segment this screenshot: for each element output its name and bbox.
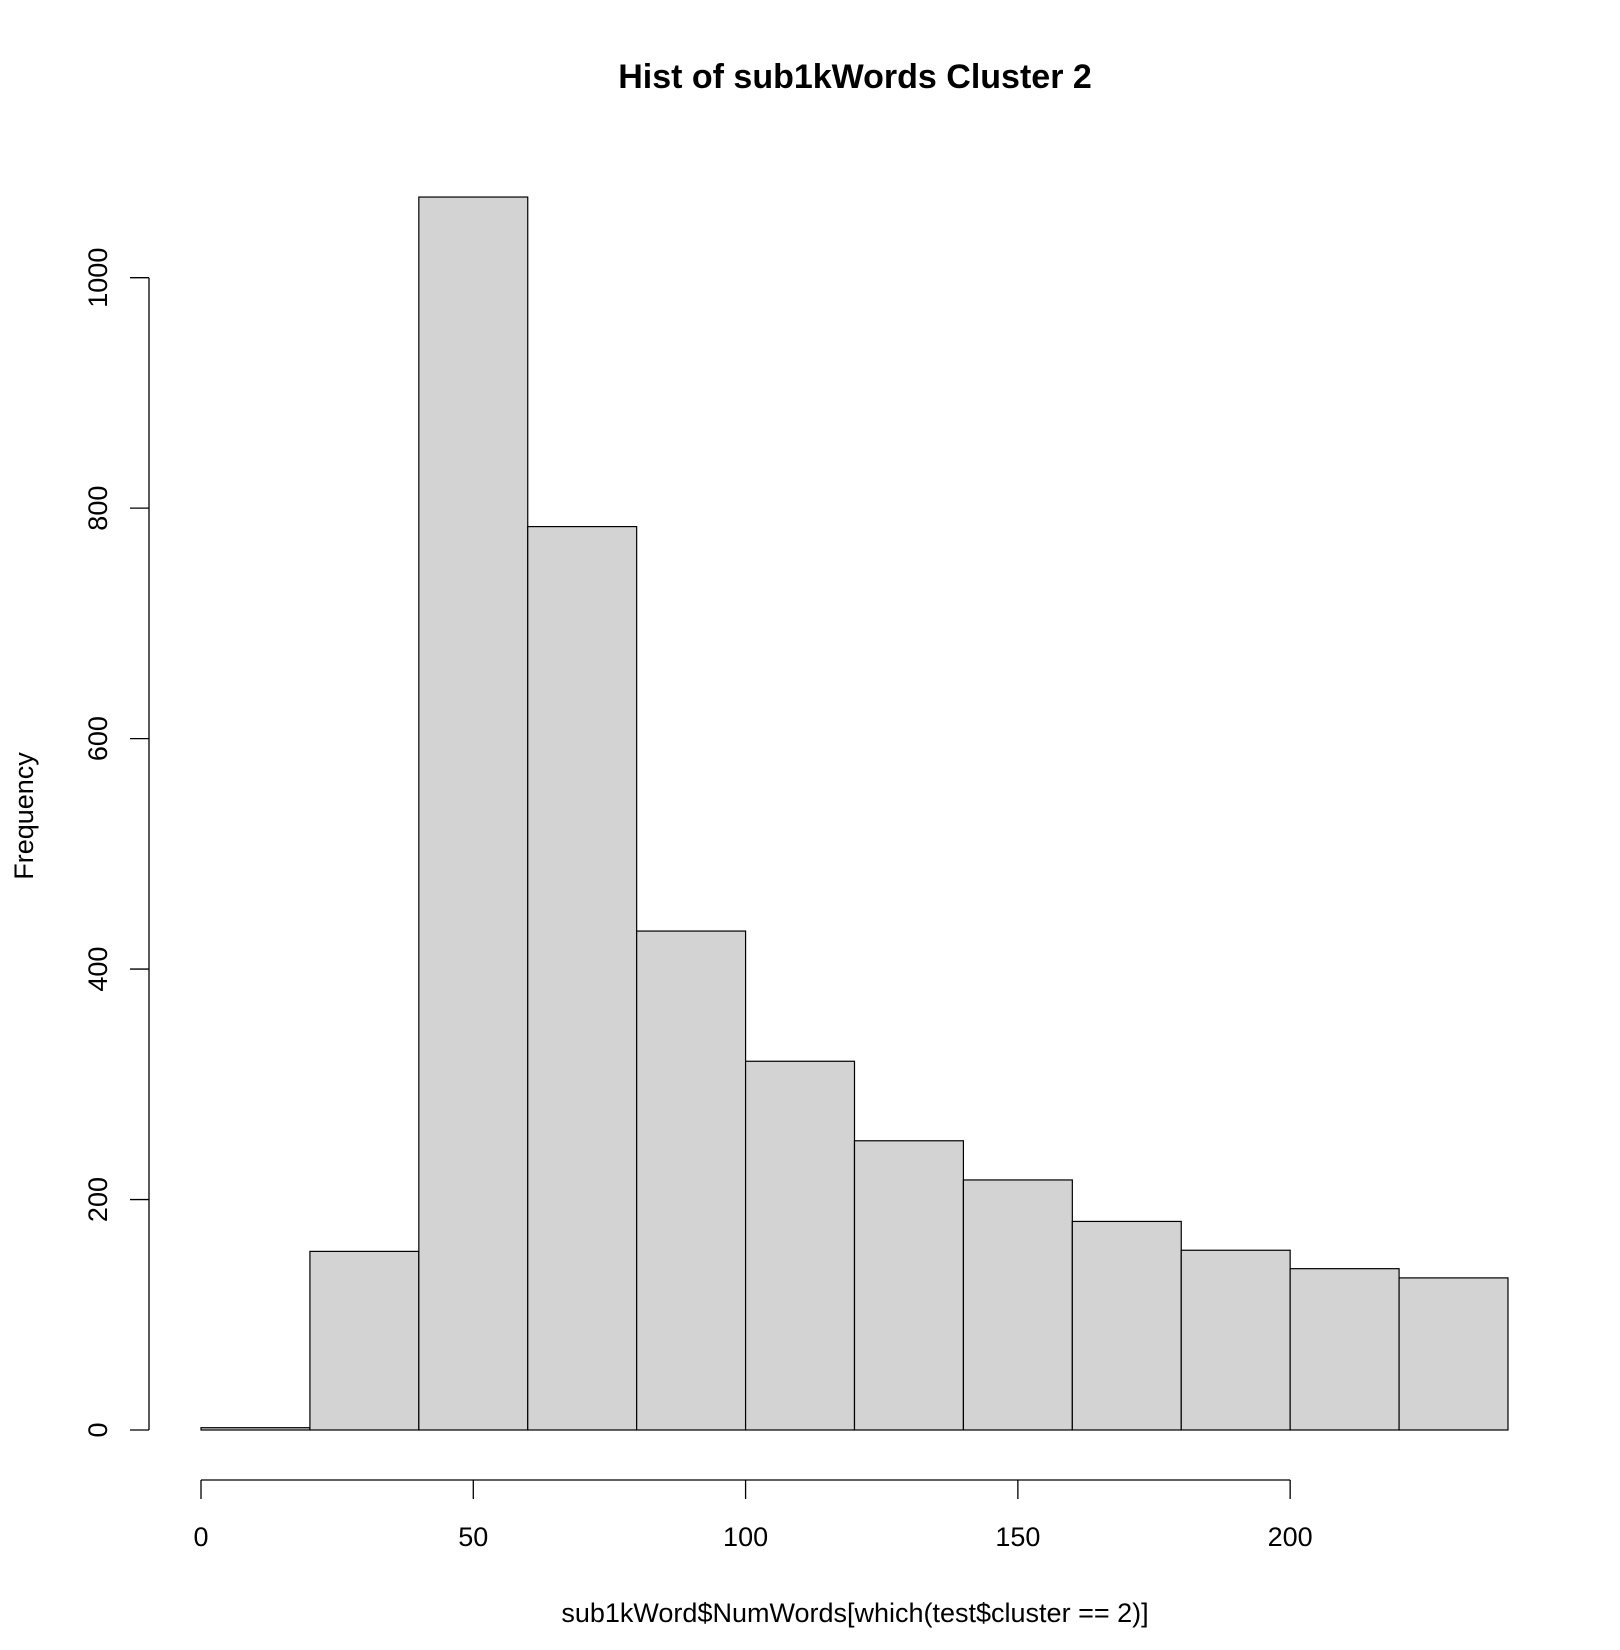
- y-tick-label: 1000: [83, 248, 113, 308]
- y-tick-label: 200: [83, 1177, 113, 1222]
- x-tick-label: 150: [995, 1522, 1040, 1552]
- histogram-bar: [1180, 1249, 1291, 1431]
- x-axis: 0 50 100 150 200: [193, 1479, 1313, 1552]
- y-axis-label: Frequency: [9, 752, 39, 880]
- histogram-bar: [1071, 1220, 1182, 1431]
- histogram-bar: [1289, 1268, 1400, 1431]
- y-tick-label: 0: [83, 1422, 113, 1437]
- y-tick-label: 800: [83, 486, 113, 531]
- x-tick-label: 50: [458, 1522, 488, 1552]
- y-tick-label: 600: [83, 716, 113, 761]
- x-tick-label: 100: [723, 1522, 768, 1552]
- histogram-bar: [636, 930, 747, 1431]
- x-tick-label: 0: [193, 1522, 208, 1552]
- x-axis-label: sub1kWord$NumWords[which(test$cluster ==…: [561, 1598, 1148, 1628]
- histogram-bar: [527, 525, 638, 1431]
- chart-title: Hist of sub1kWords Cluster 2: [618, 58, 1092, 96]
- y-tick-label: 400: [83, 947, 113, 992]
- y-axis: 0 200 400 600 800 1000: [83, 248, 150, 1438]
- histogram-bar: [418, 196, 529, 1431]
- histogram-bar: [309, 1250, 420, 1431]
- histogram-bar: [744, 1060, 856, 1431]
- x-tick-label: 200: [1268, 1522, 1313, 1552]
- histogram-bar: [962, 1179, 1073, 1431]
- histogram-bar: [1398, 1277, 1509, 1431]
- bars-group: [200, 196, 1509, 1431]
- histogram-bar: [200, 1427, 311, 1431]
- histogram-bar: [853, 1140, 965, 1431]
